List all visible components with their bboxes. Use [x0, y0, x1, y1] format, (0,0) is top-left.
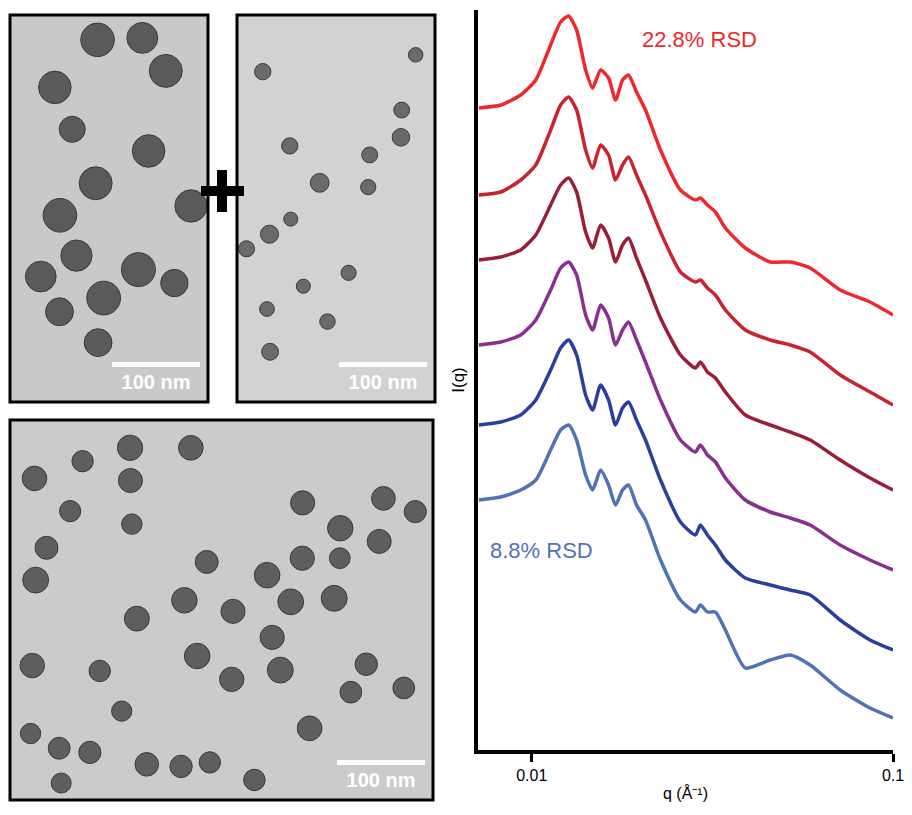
svg-text:22.8% RSD: 22.8% RSD	[642, 27, 757, 52]
svg-text:q (Å⁻¹): q (Å⁻¹)	[663, 784, 708, 802]
svg-text:100 nm: 100 nm	[122, 371, 191, 393]
svg-text:100 nm: 100 nm	[347, 769, 416, 791]
svg-text:100 nm: 100 nm	[349, 371, 418, 393]
svg-text:8.8% RSD: 8.8% RSD	[490, 538, 593, 563]
svg-text:I(q): I(q)	[449, 367, 468, 393]
svg-text:0.01: 0.01	[516, 767, 547, 784]
svg-text:0.1: 0.1	[882, 767, 904, 784]
